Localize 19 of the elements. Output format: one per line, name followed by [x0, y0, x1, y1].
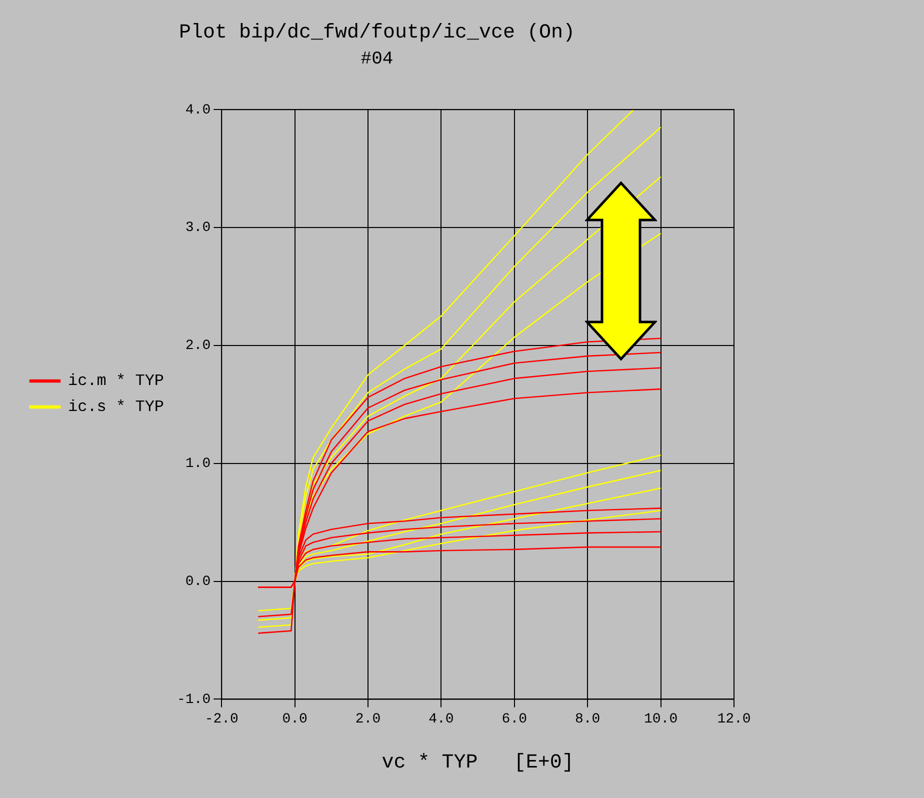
x-tick-label: 12.0: [717, 711, 751, 728]
x-tick-label: 8.0: [574, 711, 600, 728]
x-axis-title: vc * TYP [E+0]: [382, 751, 574, 774]
y-tick-label: 1.0: [185, 456, 211, 472]
chart-subtitle: #04: [360, 50, 394, 70]
y-tick-label: 4.0: [185, 102, 211, 118]
x-tick-label: -2.0: [204, 711, 238, 728]
x-tick-label: 6.0: [502, 711, 528, 728]
y-tick-label: 3.0: [185, 220, 211, 236]
x-tick-label: 10.0: [644, 711, 678, 728]
y-tick-label: 2.0: [185, 338, 211, 354]
legend-label: ic.s * TYP: [68, 398, 164, 416]
chart-title: Plot bip/dc_fwd/foutp/ic_vce (On): [178, 21, 576, 44]
legend-label: ic.m * TYP: [68, 372, 164, 390]
x-tick-label: 2.0: [355, 711, 381, 728]
x-tick-label: 0.0: [282, 711, 308, 728]
x-tick-label: 4.0: [428, 711, 454, 728]
y-tick-label: 0.0: [185, 574, 211, 590]
y-tick-label: -1.0: [177, 692, 211, 708]
